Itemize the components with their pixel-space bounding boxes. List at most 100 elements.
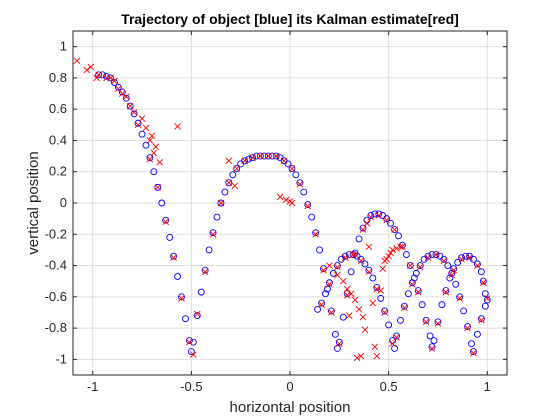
trajectory-point — [410, 274, 418, 282]
estimate-point — [343, 285, 351, 293]
estimate-point — [334, 263, 341, 271]
x-tick-label: 1 — [484, 379, 491, 394]
trajectory-point — [428, 343, 436, 351]
trajectory-point — [318, 299, 326, 307]
chart-title: Trajectory of object [blue] its Kalman e… — [121, 11, 459, 27]
y-tick-label: -0.2 — [45, 226, 67, 241]
estimate-point — [345, 312, 353, 319]
estimate-point — [458, 255, 465, 263]
grid — [73, 31, 507, 375]
trajectory-point — [345, 251, 353, 259]
estimate-point — [377, 287, 385, 294]
trajectory-point — [95, 71, 103, 79]
estimate-point — [428, 345, 436, 352]
estimate-point — [434, 320, 442, 327]
y-axis-label: vertical position — [25, 151, 42, 254]
ticks: -1 -0.5 0 0.5 1 -1 -0.8 -0.6 -0.4 -0.2 0 0.2 0.4 0.6 0… — [45, 31, 507, 394]
estimate-point — [387, 249, 394, 257]
estimate-point — [401, 304, 408, 312]
trajectory-point — [170, 252, 178, 260]
estimate-point — [118, 90, 126, 97]
estimate-point — [138, 115, 146, 122]
trajectory-point — [326, 279, 333, 287]
trajectory-point — [377, 294, 385, 302]
estimate-point — [442, 288, 450, 296]
estimate-point — [318, 301, 325, 308]
x-tick-label: 0.5 — [380, 379, 398, 394]
estimate-point — [450, 266, 458, 274]
trajectory-point — [383, 215, 391, 223]
trajectory-point — [229, 171, 237, 179]
trajectory-point — [395, 232, 402, 240]
trajectory-point — [456, 293, 464, 301]
estimate-point — [146, 137, 154, 144]
trajectory-point — [359, 224, 367, 232]
estimate-point — [73, 57, 81, 65]
estimate-point — [373, 285, 381, 293]
trajectory-point — [292, 171, 300, 179]
x-tick-label: 0 — [286, 379, 293, 394]
estimate-point — [349, 251, 357, 258]
trajectory-point — [422, 316, 430, 324]
trajectory-point — [241, 157, 249, 165]
trajectory-point — [335, 338, 343, 346]
estimate-point — [369, 299, 377, 307]
trajectory-point — [296, 179, 304, 187]
trajectory-point — [458, 254, 466, 262]
trajectory-point — [464, 323, 471, 330]
estimate-point — [93, 74, 100, 82]
trajectory-point — [288, 165, 296, 173]
estimate-point — [357, 352, 365, 360]
trajectory-point — [479, 277, 487, 285]
estimate-point — [383, 255, 390, 263]
trajectory-point — [412, 269, 420, 277]
trajectory-point — [477, 268, 485, 276]
trajectory-point — [331, 330, 339, 338]
trajectory-point — [114, 83, 122, 91]
trajectory-point — [373, 283, 381, 291]
estimate-point — [193, 310, 201, 318]
estimate-point — [466, 254, 473, 262]
estimate-point — [359, 313, 367, 321]
trajectory-point — [185, 337, 193, 345]
estimate-point — [231, 182, 239, 190]
trajectory-point — [197, 288, 205, 296]
trajectory-point — [434, 318, 442, 326]
trajectory-point — [327, 307, 335, 315]
trajectory-point — [454, 258, 462, 266]
trajectory-point — [158, 199, 166, 207]
estimate-point — [225, 157, 233, 165]
estimate-point — [304, 202, 312, 210]
trajectory-point — [312, 229, 320, 237]
trajectory-point — [178, 293, 185, 301]
trajectory-point — [452, 280, 460, 288]
trajectory-point — [418, 301, 426, 309]
estimate-point — [326, 280, 333, 288]
estimate-point — [87, 63, 95, 71]
estimate-point — [373, 352, 381, 360]
trajectory-point — [387, 219, 395, 227]
trajectory-point — [146, 154, 154, 162]
trajectory-point — [381, 307, 389, 315]
estimate-point — [249, 154, 256, 161]
trajectory-point — [284, 160, 292, 168]
trajectory-point — [187, 348, 195, 355]
estimate-point — [130, 108, 138, 116]
trajectory-point — [193, 312, 201, 320]
trajectory-point — [450, 265, 458, 273]
estimate-point — [365, 268, 373, 276]
estimate-point — [170, 254, 177, 262]
estimate-point — [148, 132, 156, 140]
estimate-point — [209, 230, 217, 238]
trajectory-point — [166, 233, 174, 241]
estimate-point — [186, 338, 193, 346]
trajectory-point — [272, 152, 280, 160]
estimate-point — [383, 216, 390, 224]
estimate-point — [478, 316, 485, 324]
trajectory-point — [314, 305, 322, 313]
trajectory-point — [339, 313, 347, 321]
trajectory-point — [316, 246, 324, 254]
estimate-point — [470, 349, 477, 357]
estimate-point — [334, 271, 341, 279]
trajectory-point — [126, 102, 134, 110]
